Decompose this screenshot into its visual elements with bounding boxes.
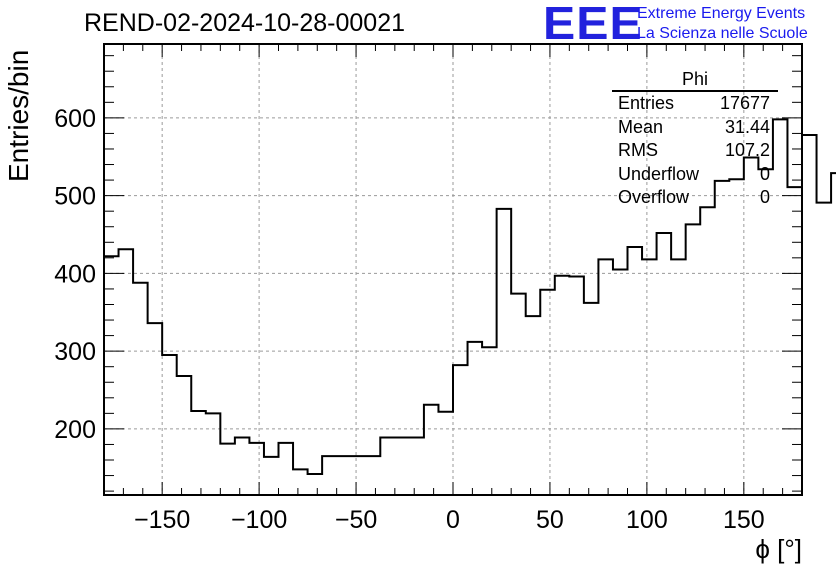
histogram-bin: [322, 456, 337, 495]
histogram-bin: [671, 259, 686, 495]
histogram-bin: [497, 209, 512, 495]
histogram-bin: [729, 179, 744, 495]
histogram-bin: [686, 224, 701, 495]
stats-key: Entries: [618, 93, 675, 113]
y-tick-label: 200: [54, 416, 96, 444]
histogram-bin: [438, 412, 453, 495]
histogram-bin: [598, 259, 613, 495]
histogram-bin: [380, 437, 395, 495]
histogram-bin: [235, 437, 250, 495]
stats-value: 107.2: [724, 140, 770, 160]
histogram-bin: [308, 474, 323, 495]
histogram-bin: [104, 256, 119, 495]
x-axis-label: ϕ [°]: [755, 534, 802, 564]
x-tick-label: −100: [231, 506, 287, 534]
logo-line-2: La Scienza nelle Scuole: [637, 25, 808, 42]
histogram-bin: [628, 247, 643, 495]
histogram-bin: [569, 276, 584, 495]
histogram-bin: [511, 294, 526, 495]
histogram-bin: [700, 207, 715, 495]
histogram-bin: [642, 259, 657, 495]
histogram-series: [103, 118, 836, 496]
stats-row-mean: Mean 31.44: [612, 116, 778, 140]
stats-value: 0: [759, 187, 770, 207]
logo-line-1: Extreme Energy Events: [637, 5, 806, 22]
histogram-bin: [424, 405, 439, 495]
chart-title: REND-02-2024-10-28-00021: [84, 9, 406, 37]
stats-value: 31.44: [724, 116, 770, 137]
histogram-bin: [220, 444, 235, 495]
histogram-bin: [177, 376, 192, 495]
x-tick-label: −50: [335, 506, 377, 534]
histogram-bin: [162, 355, 177, 495]
stats-row-underflow: Underflow 0: [612, 163, 778, 187]
y-axis-label: Entries/bin: [3, 49, 34, 182]
histogram-bin: [715, 181, 730, 495]
histogram-bin: [540, 290, 555, 495]
histogram-bin: [395, 437, 410, 495]
x-tick-label: −150: [134, 506, 190, 534]
stats-box: Phi Entries 17677 Mean 31.44 RMS 107.2 U…: [612, 68, 778, 210]
histogram-bin: [206, 413, 221, 495]
histogram-bin: [817, 203, 832, 495]
histogram-bin: [293, 469, 308, 495]
histogram-bin: [482, 347, 497, 495]
histogram-bin: [249, 443, 264, 495]
histogram-bin: [351, 456, 366, 495]
histogram-bin: [279, 443, 294, 495]
stats-row-entries: Entries 17677: [612, 92, 778, 116]
histogram-bin: [657, 233, 672, 495]
stats-key: Mean: [618, 116, 664, 137]
histogram-bin: [831, 173, 836, 495]
stats-key: RMS: [618, 140, 658, 160]
stats-row-overflow: Overflow 0: [612, 186, 778, 210]
stats-title: Phi: [612, 68, 778, 92]
histogram-bin: [526, 316, 541, 495]
histogram-bin: [555, 276, 570, 495]
stats-key: Underflow: [618, 163, 700, 184]
histogram-bin: [758, 169, 773, 495]
y-tick-label: 300: [54, 338, 96, 366]
stats-row-rms: RMS 107.2: [612, 139, 778, 163]
histogram-bin: [148, 323, 163, 495]
histogram-bin: [337, 456, 352, 495]
tick-labels: −150 −100 −50 0 50 100 150 200 300 400 500 600: [54, 105, 764, 534]
y-tick-label: 400: [54, 260, 96, 288]
histogram-bin: [613, 270, 628, 496]
histogram-bin: [802, 135, 817, 495]
x-tick-label: 150: [723, 506, 765, 534]
histogram-bin: [787, 187, 802, 495]
histogram-bin: [133, 283, 148, 495]
stats-key: Overflow: [618, 187, 690, 207]
histogram-bin: [409, 437, 424, 495]
stats-value: 0: [759, 163, 770, 184]
y-tick-label: 500: [54, 183, 96, 211]
x-tick-label: 100: [626, 506, 668, 534]
histogram-bin: [468, 342, 483, 495]
histogram-bin: [584, 303, 599, 495]
stats-value: 17677: [719, 93, 770, 113]
histogram-bin: [264, 457, 279, 495]
histogram-bin: [191, 411, 206, 495]
histogram-bin: [366, 456, 381, 495]
histogram-bin: [119, 249, 134, 495]
x-tick-label: 0: [446, 506, 460, 534]
axis-ticks: [103, 44, 803, 495]
eee-logo: EEE: [543, 0, 643, 49]
histogram-bin: [453, 365, 468, 495]
y-tick-label: 600: [54, 105, 96, 133]
histogram-outline: [103, 118, 836, 495]
x-tick-label: 50: [536, 506, 564, 534]
